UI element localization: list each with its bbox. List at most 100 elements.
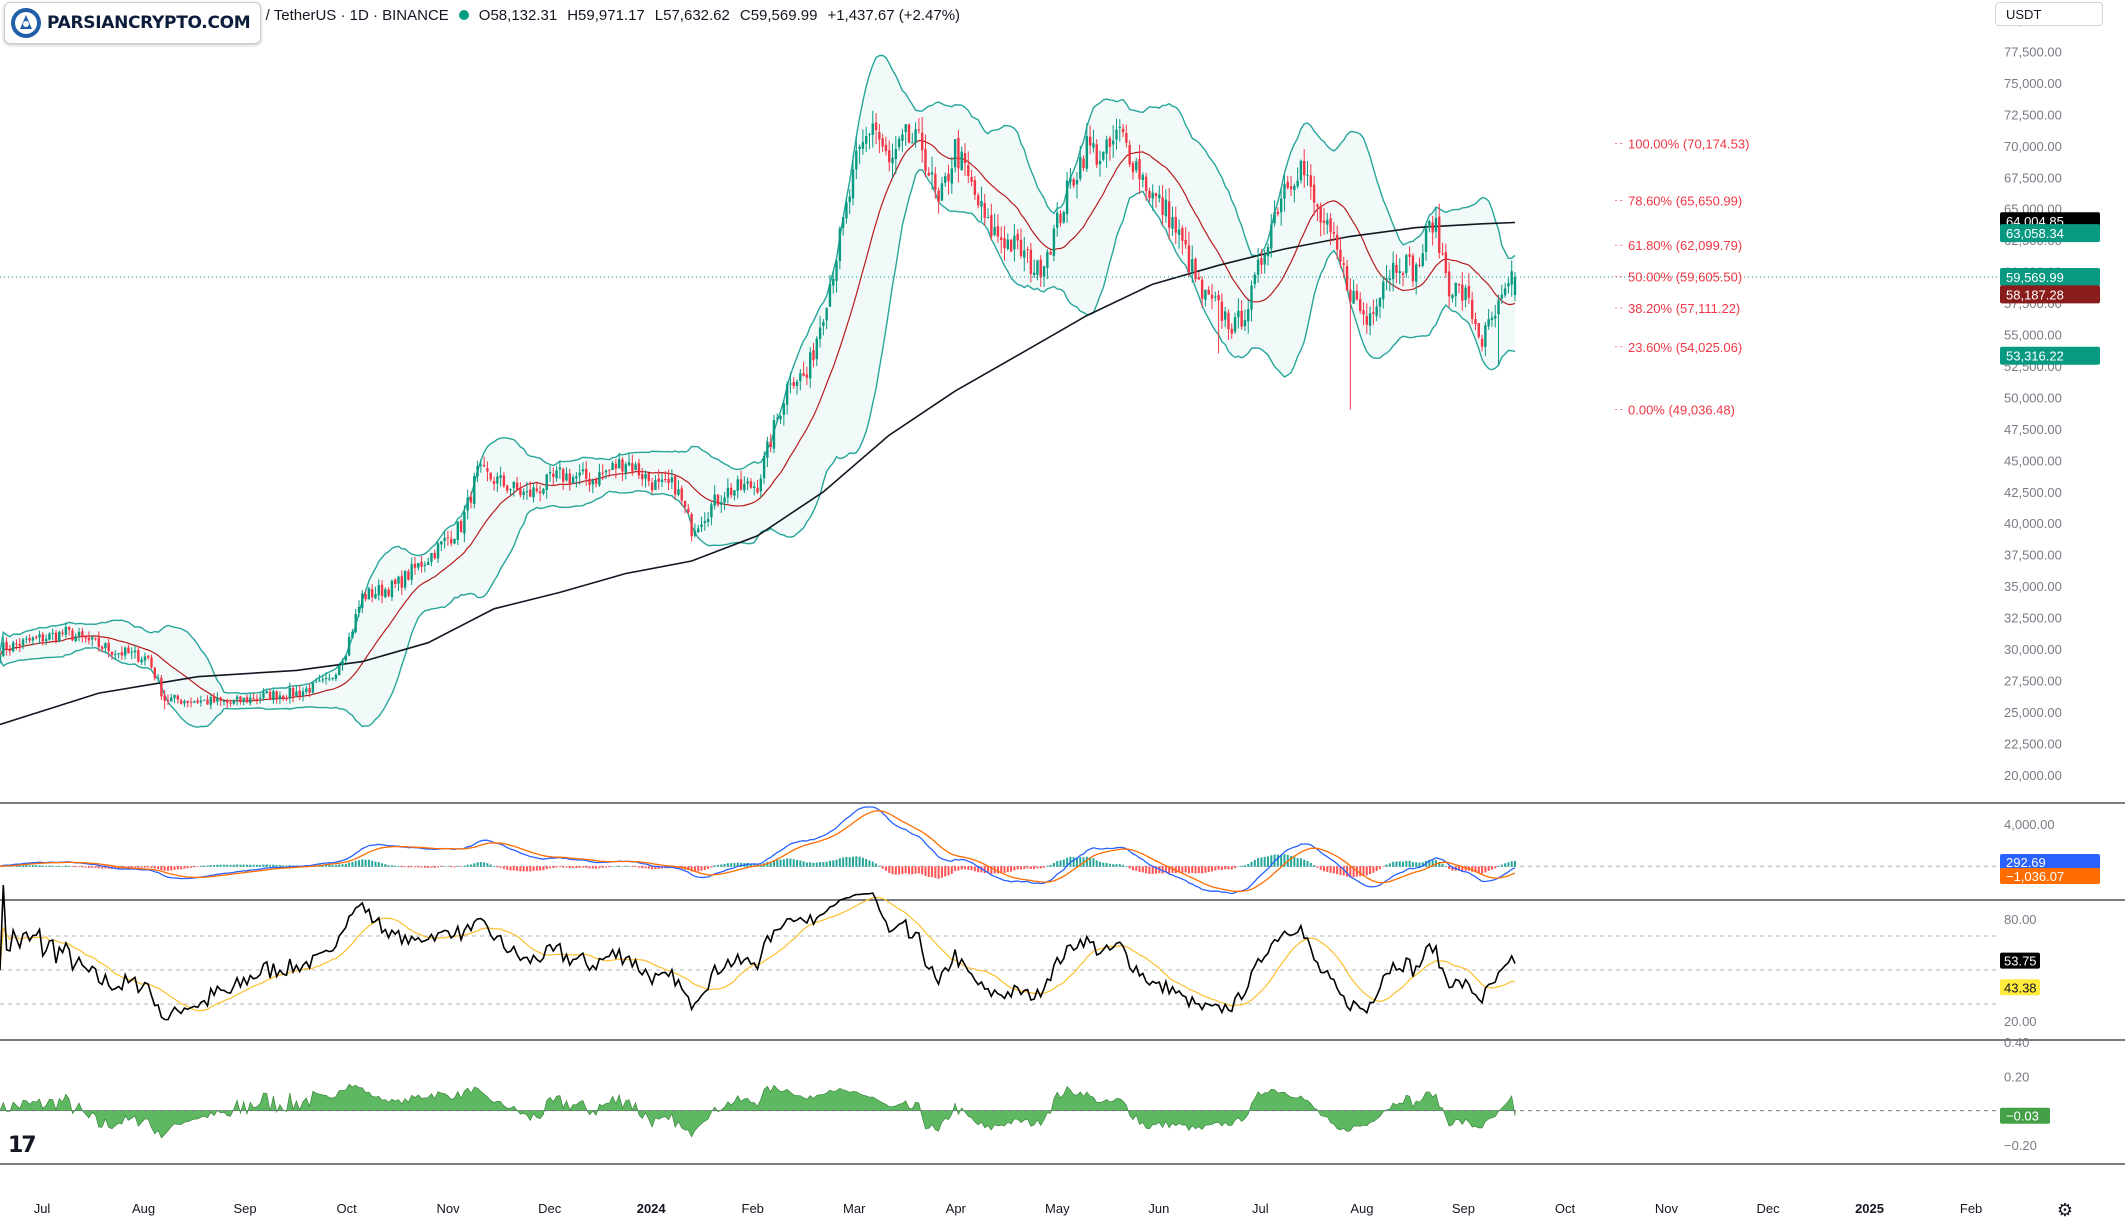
macd-histogram-bar xyxy=(605,866,607,868)
candle-body xyxy=(1510,271,1513,285)
macd-histogram-bar xyxy=(1187,866,1190,874)
watermark-logo: PARSIANCRYPTO.COM xyxy=(4,2,262,44)
macd-histogram-bar xyxy=(1504,863,1507,867)
candle-body xyxy=(377,585,380,596)
tradingview-logo-icon[interactable]: 17 xyxy=(8,1133,37,1158)
candle-body xyxy=(894,149,898,160)
candle-body xyxy=(397,576,400,584)
candle-body xyxy=(436,543,440,559)
time-axis-tick: Sep xyxy=(233,1201,256,1216)
candle-body xyxy=(1279,198,1283,213)
candle-body xyxy=(604,470,608,473)
macd-histogram-bar xyxy=(1178,866,1181,873)
macd-histogram-bar xyxy=(183,866,186,869)
macd-histogram-bar xyxy=(1006,866,1009,873)
candle-body xyxy=(450,538,453,544)
candle-body xyxy=(1283,184,1286,199)
symbol-title[interactable]: coin / TetherUS · 1D · BINANCE xyxy=(234,6,449,24)
candle-body xyxy=(1207,289,1210,295)
candle-body xyxy=(311,682,315,693)
candle-body xyxy=(1243,319,1247,327)
macd-histogram-bar xyxy=(772,860,775,867)
candle-body xyxy=(321,679,324,681)
macd-histogram-bar xyxy=(1220,866,1223,870)
candle-body xyxy=(990,215,993,237)
macd-histogram-bar xyxy=(1122,864,1125,867)
candle-body xyxy=(430,552,433,562)
macd-histogram-bar xyxy=(68,865,71,867)
macd-histogram-bar xyxy=(193,866,196,868)
candle-body xyxy=(904,124,907,133)
candle-body xyxy=(973,180,977,195)
candle-body xyxy=(235,696,239,700)
macd-histogram-bar xyxy=(1260,857,1263,867)
candle-body xyxy=(519,488,522,496)
macd-histogram-bar xyxy=(1418,862,1421,867)
macd-histogram-bar xyxy=(1402,861,1405,867)
macd-histogram-bar xyxy=(236,864,239,867)
candle-body xyxy=(25,638,28,640)
macd-histogram-bar xyxy=(950,866,953,874)
candle-body xyxy=(295,691,298,697)
macd-histogram-bar xyxy=(1023,866,1026,869)
candle-body xyxy=(387,589,390,596)
price-axis-tick: 77,500.00 xyxy=(2004,44,2062,59)
candle-body xyxy=(591,480,595,485)
candle-body xyxy=(983,203,986,218)
candle-body xyxy=(911,142,914,144)
candle-body xyxy=(548,472,552,474)
macd-histogram-bar xyxy=(1408,860,1411,867)
candle-body xyxy=(1036,260,1039,275)
candle-body xyxy=(1158,194,1161,199)
macd-histogram-bar xyxy=(397,865,400,867)
candle-body xyxy=(1276,211,1280,214)
macd-histogram-bar xyxy=(1039,866,1042,869)
candle-body xyxy=(1042,266,1046,277)
candle-body xyxy=(697,528,700,533)
macd-histogram-bar xyxy=(1438,862,1441,867)
price-axis-tick: 30,000.00 xyxy=(2004,642,2062,657)
candle-body xyxy=(1454,282,1457,297)
candle-body xyxy=(1220,301,1224,321)
change-value: +1,437.67 (+2.47%) xyxy=(827,6,961,24)
macd-histogram-bar xyxy=(957,866,960,871)
currency-button[interactable]: USDT xyxy=(1995,2,2103,26)
candle-body xyxy=(802,373,805,376)
candle-body xyxy=(1141,174,1145,181)
settings-gear-icon[interactable]: ⚙ xyxy=(2056,1200,2073,1220)
macd-histogram-bar xyxy=(255,864,258,867)
candle-body xyxy=(881,138,884,147)
macd-histogram-bar xyxy=(588,866,591,869)
candle-body xyxy=(874,122,878,131)
macd-histogram-bar xyxy=(1276,854,1279,867)
candle-body xyxy=(344,655,348,661)
candle-body xyxy=(282,696,285,699)
candle-body xyxy=(1240,310,1243,327)
macd-histogram-bar xyxy=(871,861,874,867)
macd-badge xyxy=(2000,868,2100,884)
candle-body xyxy=(924,149,927,172)
macd-histogram-bar xyxy=(1270,855,1273,867)
macd-histogram-bar xyxy=(1490,866,1493,870)
macd-histogram-bar xyxy=(1003,866,1006,873)
candle-body xyxy=(1326,219,1329,225)
macd-histogram-bar xyxy=(351,862,354,867)
macd-histogram-bar xyxy=(782,859,785,867)
candle-body xyxy=(532,487,535,498)
candle-body xyxy=(565,473,568,481)
price-axis-tick: 70,000.00 xyxy=(2004,139,2062,154)
macd-badge xyxy=(2000,854,2100,870)
candle-body xyxy=(258,697,262,699)
candle-body xyxy=(94,638,97,640)
macd-histogram-bar xyxy=(275,865,278,867)
candle-body xyxy=(1391,262,1395,280)
macd-histogram-bar xyxy=(213,864,216,867)
macd-histogram-bar xyxy=(222,864,225,867)
macd-histogram-bar xyxy=(1352,866,1355,877)
candle-body xyxy=(222,701,226,703)
candle-body xyxy=(331,677,334,679)
macd-histogram-bar xyxy=(990,866,993,874)
macd-histogram-bar xyxy=(232,864,235,867)
macd-histogram-bar xyxy=(1481,866,1484,874)
